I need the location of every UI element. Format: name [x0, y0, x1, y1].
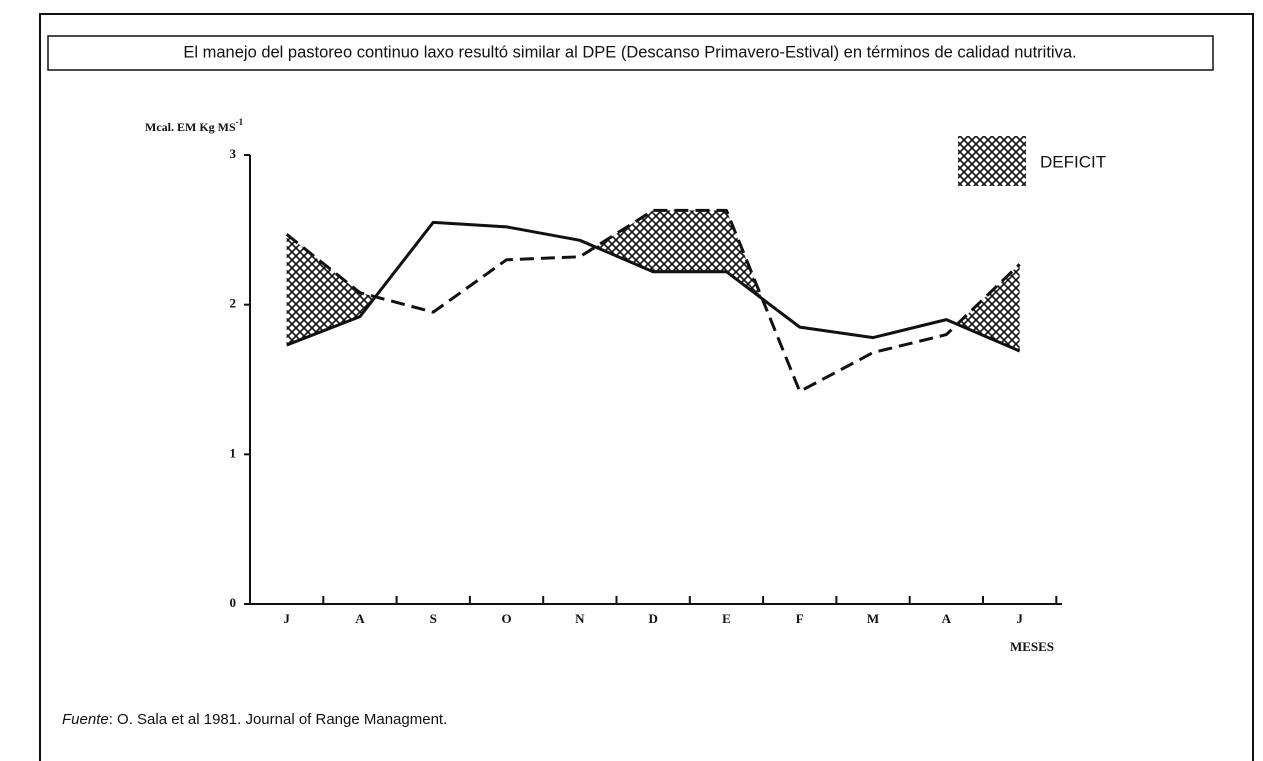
x-tick-label: N — [575, 611, 585, 626]
y-label-sup: -1 — [236, 117, 244, 127]
chart-title: El manejo del pastoreo continuo laxo res… — [183, 43, 1076, 61]
x-tick-label: M — [867, 611, 879, 626]
x-tick-label: D — [648, 611, 657, 626]
deficit-area — [595, 210, 654, 272]
source-text: : O. Sala et al 1981. Journal of Range M… — [109, 711, 448, 728]
x-tick-label: O — [501, 611, 511, 626]
x-tick-label: A — [942, 611, 952, 626]
y-tick-label: 0 — [230, 595, 237, 610]
x-tick-label: A — [355, 611, 365, 626]
x-tick-label: E — [722, 611, 731, 626]
x-tick-label: S — [430, 611, 437, 626]
title-box — [47, 35, 1214, 71]
y-tick-label: 3 — [230, 146, 237, 161]
x-tick-label: J — [283, 611, 290, 626]
y-tick-label: 2 — [230, 296, 237, 311]
deficit-area — [653, 210, 727, 272]
y-tick-label: 1 — [230, 445, 237, 460]
source: Fuente: O. Sala et al 1981. Journal of R… — [62, 711, 447, 728]
y-axis-label: Mcal. EM Kg MS-1 — [145, 117, 244, 134]
legend-label: DEFICIT — [1040, 152, 1106, 171]
x-tick-label: F — [796, 611, 804, 626]
x-axis-label: MESES — [1010, 639, 1054, 654]
line-series — [286, 220, 1021, 353]
source-label: Fuente — [62, 711, 109, 728]
x-tick-label: J — [1016, 611, 1023, 626]
deficit-area — [286, 234, 360, 346]
legend-swatch — [958, 136, 1026, 186]
y-label-text: Mcal. EM Kg MS — [145, 120, 236, 134]
frame — [39, 13, 1254, 761]
